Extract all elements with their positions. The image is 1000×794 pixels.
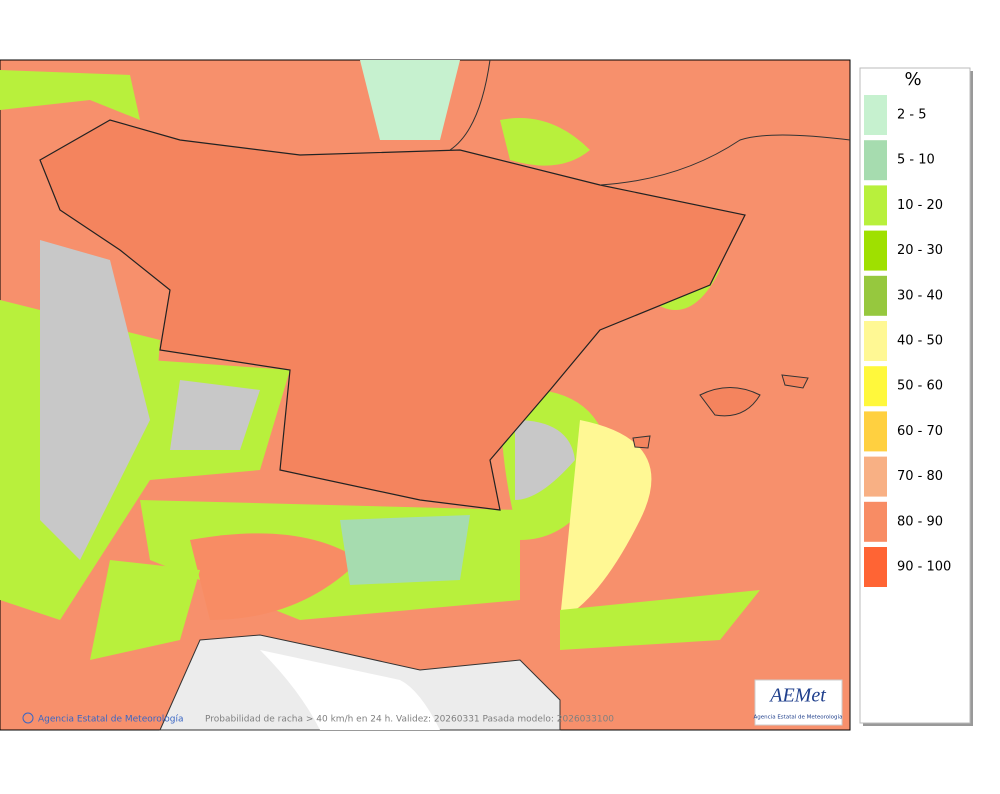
land	[40, 240, 150, 560]
legend-swatch	[864, 366, 887, 407]
legend-swatch	[864, 275, 887, 316]
legend-label: 80 - 90	[897, 514, 943, 529]
legend-swatch	[864, 411, 887, 452]
zone	[360, 60, 460, 140]
legend: % 2 - 5 5 - 10 10 - 20 20 - 30 30 - 40 40 - 5…	[859, 67, 973, 726]
credit: Agencia Estatal de Meteorología	[38, 715, 184, 725]
legend-label: 50 - 60	[897, 379, 943, 394]
legend-label: 30 - 40	[897, 288, 943, 303]
island	[781, 374, 809, 389]
zone	[190, 533, 360, 620]
caption: Probabilidad de racha > 40 km/h en 24 h.…	[205, 715, 614, 725]
legend-label: 40 - 50	[897, 334, 943, 349]
legend-label: 90 - 100	[897, 560, 951, 575]
legend-label: 5 - 10	[897, 153, 935, 168]
zone	[90, 560, 200, 660]
legend-swatch	[864, 547, 887, 587]
logo-subtitle: Agencia Estatal de Meteorología	[754, 714, 843, 721]
land	[170, 380, 260, 450]
legend-swatch	[864, 230, 887, 271]
legend-label: 10 - 20	[897, 198, 943, 213]
legend-swatch	[864, 456, 887, 497]
legend-label: 2 - 5	[897, 108, 927, 123]
island	[632, 435, 651, 449]
zone	[560, 590, 760, 650]
africa-zone	[260, 650, 440, 730]
coastline	[449, 59, 851, 186]
legend-swatch	[864, 321, 887, 361]
land	[515, 420, 575, 500]
island	[699, 387, 761, 417]
legend-label: 60 - 70	[897, 424, 943, 439]
zone	[500, 118, 590, 166]
logo-box	[754, 679, 843, 726]
zone	[560, 420, 652, 620]
legend-swatch	[864, 501, 887, 542]
legend-swatch	[864, 185, 887, 226]
logo-name: AEMet	[768, 685, 826, 707]
legend-swatch	[864, 95, 887, 135]
zone	[340, 515, 470, 585]
copyright-icon	[22, 712, 34, 724]
zone	[0, 70, 140, 120]
map: Agencia Estatal de Meteorología Probabil…	[0, 59, 851, 731]
spain-interior	[39, 119, 746, 511]
legend-title: %	[904, 69, 921, 90]
legend-swatch	[864, 140, 887, 181]
legend-label: 70 - 80	[897, 469, 943, 484]
legend-label: 20 - 30	[897, 243, 943, 258]
